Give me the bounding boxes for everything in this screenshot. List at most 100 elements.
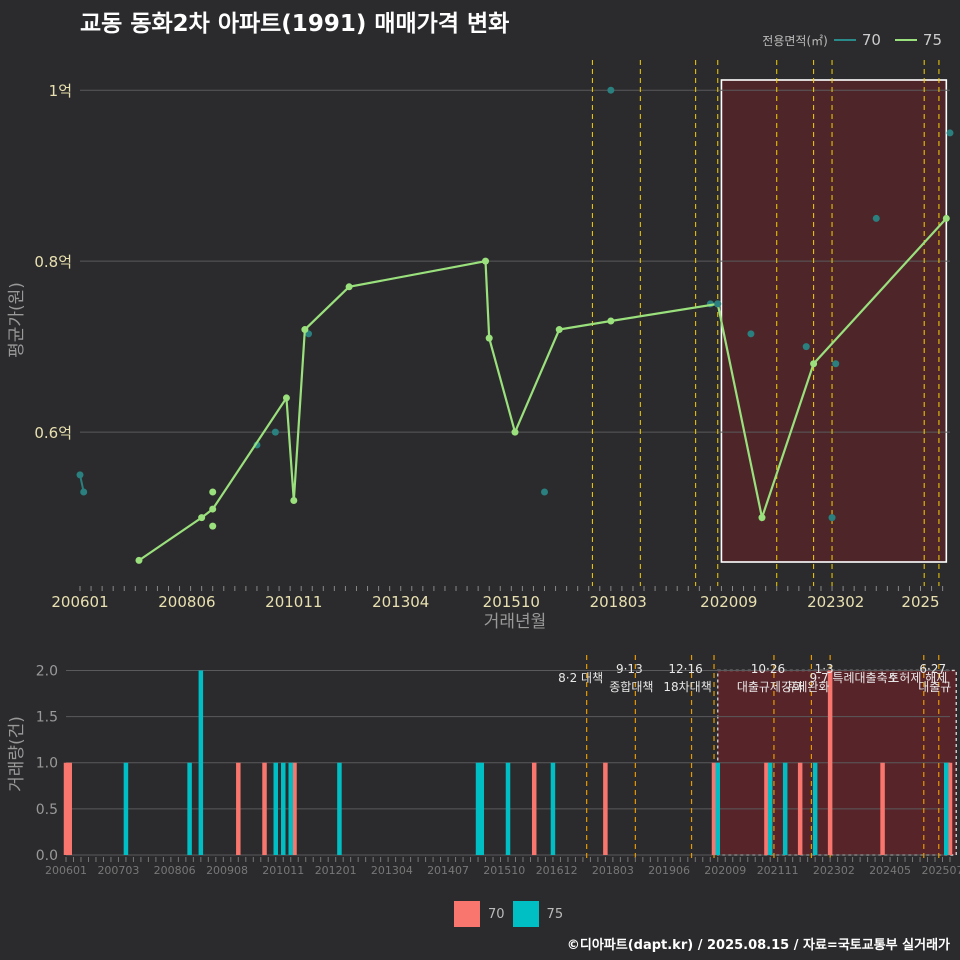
volume-bar-75 [944, 762, 949, 855]
series-70-point [80, 488, 88, 496]
series-70-point [802, 343, 810, 351]
price-xtick-label: 202302 [807, 593, 864, 611]
volume-xtick-label: 202009 [704, 864, 746, 877]
legend-label-75: 75 [922, 31, 942, 49]
policy-annotation-label: 대출규제강화 [737, 680, 803, 694]
policy-annotation-date: 9·13 [616, 662, 643, 676]
series-70-point [76, 471, 84, 479]
volume-bar-70 [880, 762, 885, 855]
legend-bar-swatch-75 [512, 901, 539, 927]
volume-bar-70 [711, 762, 717, 855]
volume-xtick-label: 202111 [757, 864, 799, 877]
legend-area-size: 전용면적(㎡) 70 75 [762, 31, 950, 49]
volume-bar-75 [715, 762, 721, 855]
volume-xtick-label: 201612 [536, 864, 578, 877]
series-70-point [832, 360, 840, 368]
policy-annotation-label: 9·7 특례대출축소 [810, 671, 899, 685]
price-xtick-label: 2025 [901, 593, 939, 611]
series-75-extra-point [607, 86, 615, 94]
volume-bar-70 [67, 762, 72, 855]
volume-bar-70 [603, 762, 608, 855]
volume-xtick-label: 200601 [45, 864, 87, 877]
price-xtick-label: 200806 [158, 593, 215, 611]
price-xtick-label: 201510 [483, 593, 540, 611]
volume-ytick-label: 0.5 [36, 802, 58, 818]
legend-label-70: 70 [861, 31, 881, 49]
volume-bar-70 [764, 762, 769, 855]
volume-xtick-label: 202405 [869, 864, 911, 877]
volume-bar-75 [475, 762, 481, 855]
series-75-point [198, 514, 206, 522]
chart-title: 교동 동화2차 아파트(1991) 매매가격 변화 [80, 11, 510, 37]
price-xtick-label: 201803 [590, 593, 647, 611]
volume-xtick-label: 201011 [262, 864, 304, 877]
policy-annotation-label: 종합대책 [609, 679, 653, 694]
volume-bar-75 [123, 762, 129, 855]
policy-annotation-label: 18차대책 [663, 679, 711, 694]
legend-bar-swatch-70 [454, 901, 480, 927]
volume-xtick-label: 200703 [97, 864, 139, 877]
volume-bar-75 [187, 762, 192, 855]
volume-xtick-label: 200806 [154, 864, 196, 877]
series-70-point [540, 488, 548, 496]
legend-title: 전용면적(㎡) [762, 33, 828, 48]
series-75-point [482, 257, 490, 265]
volume-ylabel: 거래량(건) [7, 716, 27, 792]
series-75-point [511, 428, 519, 436]
volume-bar-70 [292, 762, 297, 855]
volume-bar-75 [767, 762, 773, 855]
volume-ytick-label: 0.0 [36, 848, 58, 864]
legend-swatch-70 [833, 39, 856, 41]
volume-bar-70 [262, 762, 267, 855]
price-ytick-label: 1억 [49, 82, 72, 100]
volume-ytick-label: 1.0 [36, 756, 58, 772]
price-panel: 0.6억 0.8억 1억 200601 200806 201011 201304 201510… [7, 60, 954, 632]
volume-xtick-label: 201510 [483, 864, 525, 877]
volume-ytick-label: 1.5 [36, 710, 58, 726]
volume-bar-70 [947, 762, 953, 855]
price-ytick-label: 0.8억 [34, 253, 72, 271]
volume-bar-75 [505, 762, 511, 855]
volume-bar-75 [550, 762, 556, 855]
series-75-point [810, 360, 818, 368]
series-75-point [209, 488, 217, 496]
volume-xtick-label: 201201 [315, 864, 357, 877]
policy-annotation-label: 규제완화 [785, 680, 829, 694]
series-75-point [209, 505, 217, 513]
series-70-point [828, 514, 836, 522]
volume-panel: 0.0 0.5 1.0 1.5 2.0 200601 200703 200806 200908 2… [7, 655, 960, 877]
policy-annotation-date: 6·27 [919, 662, 946, 676]
volume-bar-70 [531, 762, 537, 855]
volume-ytick-label: 2.0 [36, 663, 58, 679]
legend-swatch-75 [894, 39, 917, 41]
series-75-point [135, 556, 143, 564]
series-75-point [301, 326, 309, 334]
volume-bar-75 [281, 762, 286, 855]
price-xtick-label: 202009 [700, 593, 757, 611]
volume-bar-75 [479, 762, 485, 855]
series-75-point [942, 214, 950, 222]
price-xlabel: 거래년월 [484, 612, 547, 632]
price-xtick-label: 201011 [265, 593, 322, 611]
volume-xtick-label: 201803 [592, 864, 634, 877]
series-75-extra-point [714, 300, 722, 308]
series-75-point [555, 326, 563, 334]
series-70-point [271, 428, 279, 436]
price-xtick-label: 200601 [51, 593, 108, 611]
volume-bar-75 [812, 762, 818, 855]
legend-bar-label-70: 70 [488, 906, 505, 922]
series-75-line [138, 217, 948, 562]
price-ylabel: 평균가(원) [7, 282, 27, 358]
volume-xtick-label: 202302 [813, 864, 855, 877]
volume-bar-75 [273, 762, 279, 855]
policy-annotation-label: 8·2 대책 [558, 670, 603, 685]
credit-text: ©디아파트(dapt.kr) / 2025.08.15 / 자료=국토교통부 실… [566, 938, 950, 953]
volume-xtick-label: 202507 [922, 864, 960, 877]
policy-annotation-label: 대출규 [918, 680, 951, 694]
series-75-point [209, 522, 217, 530]
price-xtick-label: 201304 [372, 593, 429, 611]
volume-bar-75 [198, 670, 204, 855]
volume-xtick-label: 200908 [206, 864, 248, 877]
series-75-point [607, 317, 615, 325]
